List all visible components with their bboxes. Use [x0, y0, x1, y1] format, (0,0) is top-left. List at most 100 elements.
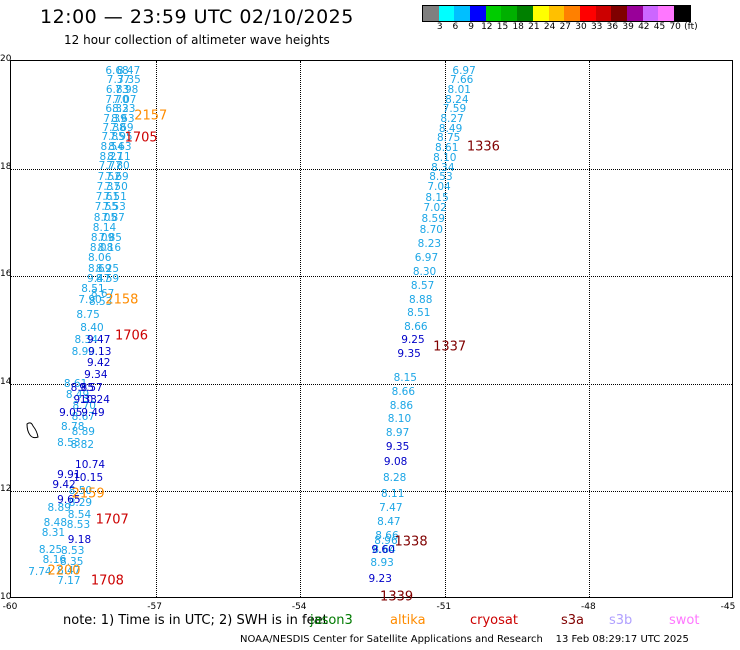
wave-height-point: 7.69	[105, 170, 129, 183]
legend-label: 12	[481, 22, 493, 32]
x-axis-tick-label: -54	[291, 602, 307, 612]
wave-height-point: 9.35	[385, 441, 410, 454]
wave-height-point: 8.15	[393, 372, 417, 385]
legend-label: 27	[559, 22, 572, 32]
wave-height-point: 7.02	[423, 202, 447, 215]
wave-height-point: 8.31	[41, 527, 66, 540]
x-axis-tick-label: -51	[436, 602, 452, 612]
wave-height-point: 8.25	[38, 543, 63, 556]
wave-height-point: 8.47	[116, 64, 141, 77]
wave-height-point: 7.70	[105, 93, 129, 106]
wave-height-point: 8.53	[429, 171, 453, 184]
grid-line-vertical	[444, 61, 446, 597]
wave-height-point: 8.16	[97, 242, 122, 255]
wave-height-point: 8.53	[88, 296, 113, 309]
wave-height-point: 8.70	[72, 400, 96, 413]
wave-height-point: 9.23	[368, 572, 392, 585]
x-axis-tick-label: -60	[2, 602, 18, 612]
wave-height-point: 8.49	[438, 122, 463, 135]
wave-height-point: 7.87	[101, 211, 125, 224]
legend-swatch	[517, 6, 533, 21]
wave-height-point: 9.05	[59, 406, 83, 419]
wave-height-point: 9.47	[87, 272, 111, 285]
wave-height-point: 8.10	[433, 151, 457, 164]
wave-height-point: 7.17	[57, 575, 81, 588]
wave-height-point: 7.07	[113, 93, 137, 106]
x-axis-tick-label: -45	[720, 602, 736, 612]
wave-height-point: 7.77	[98, 160, 122, 173]
wave-height-point: 7.80	[106, 160, 130, 173]
wave-height-point: 8.75	[436, 132, 461, 145]
wave-height-point: 7.98	[114, 84, 139, 97]
wave-height-point: 8.59	[95, 272, 120, 285]
grid-line-horizontal	[11, 276, 732, 278]
legend-label: 39	[622, 22, 634, 32]
wave-height-point: 8.50	[68, 485, 93, 498]
legend-swatch	[658, 6, 674, 21]
pass-time-label: 1336	[466, 139, 500, 155]
wave-height-point: 8.89	[47, 501, 71, 514]
wave-height-point: 6.97	[414, 251, 439, 264]
y-axis-tick-label: 10	[0, 592, 12, 602]
satellite-legend-swot: swot	[669, 613, 700, 628]
wave-height-point: 8.11	[381, 487, 405, 500]
x-axis-tick-label: -48	[581, 602, 596, 612]
pass-time-label: 1706	[114, 328, 149, 344]
wave-height-point: 9.49	[81, 406, 105, 419]
wave-height-point: 7.85	[98, 232, 122, 244]
wave-height-point: 9.35	[397, 347, 421, 360]
legend-label: 15	[496, 22, 509, 32]
wave-height-point: 9.65	[57, 494, 81, 506]
wave-height-point: 8.23	[112, 103, 136, 116]
island-outline	[26, 422, 39, 439]
wave-height-point: 8.66	[375, 529, 399, 542]
legend-swatch	[626, 6, 643, 21]
wave-height-point: 6.97	[452, 64, 476, 77]
wave-height-point: 8.10	[387, 413, 412, 426]
wave-height-point: 9.34	[84, 369, 108, 382]
wave-height-point: 9.33	[73, 393, 97, 406]
header-title: 12:00 — 23:59 UTC 02/10/2025	[40, 6, 354, 28]
wave-height-point: 8.27	[440, 113, 464, 126]
wave-height-point: 8.66	[391, 386, 416, 399]
wave-height-point: 8.34	[431, 161, 455, 174]
wave-height-point: 9.13	[87, 345, 112, 358]
wave-height-point: 7.74	[28, 566, 52, 579]
wave-height-point: 8.63	[108, 141, 132, 154]
wave-height-point: 8.24	[445, 93, 469, 106]
wave-height-point: 8.97	[385, 427, 410, 440]
legend-label: (ft)	[684, 22, 698, 32]
satellite-legend-s3a: s3a	[561, 613, 585, 628]
legend-swatch	[532, 6, 549, 21]
wave-height-point: 7.95	[109, 131, 133, 144]
wave-height-point: 8.64	[372, 543, 396, 556]
wave-height-point: 8.86	[389, 400, 414, 413]
wave-height-point: 8.96	[374, 534, 398, 547]
legend-swatch	[579, 6, 596, 21]
legend-label: 6	[452, 22, 459, 32]
satellite-legend-s3b: s3b	[609, 613, 633, 628]
wave-height-point: 8.61	[435, 142, 459, 155]
wave-height-point: 10.15	[73, 472, 104, 485]
wave-height-point: 8.34	[74, 333, 98, 346]
pass-time-label: 2159	[71, 486, 105, 502]
wave-height-point: 7.38	[102, 121, 126, 134]
header-subtitle: 12 hour collection of altimeter wave hei…	[64, 33, 330, 47]
satellite-legend-jason3: jason3	[310, 613, 353, 628]
wave-height-point: 8.85	[70, 382, 95, 395]
grid-line-horizontal	[11, 491, 732, 493]
legend-swatch	[470, 6, 486, 21]
legend-swatch	[454, 6, 471, 21]
legend-label: 21	[528, 22, 540, 32]
wave-height-point: 6.33	[105, 103, 129, 116]
pass-time-label: 1707	[95, 512, 129, 528]
wave-height-point: 8.75	[76, 308, 100, 321]
wave-height-point: 8.63	[111, 112, 135, 125]
wave-height-point: 9.18	[67, 533, 92, 546]
wave-height-point: 7.50	[104, 180, 128, 193]
wave-height-point: 9.91	[57, 469, 81, 482]
wave-height-point: 8.40	[80, 321, 104, 334]
wave-height-point: 10.74	[75, 458, 106, 471]
wave-height-point: 8.89	[71, 426, 95, 439]
legend-label: 18	[512, 22, 524, 32]
